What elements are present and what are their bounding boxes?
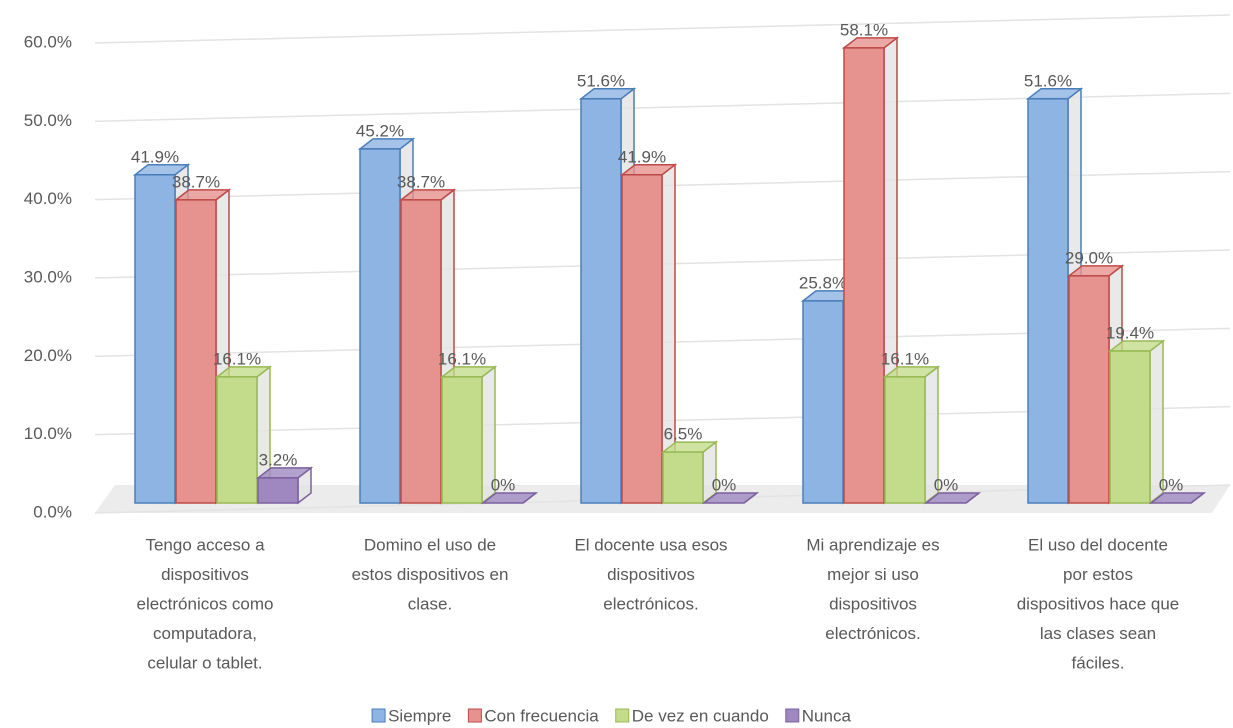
x-tick-label: computadora, <box>153 624 257 643</box>
value-label: 41.9% <box>131 147 179 166</box>
bar <box>175 199 217 504</box>
bar <box>843 47 885 504</box>
value-label: 38.7% <box>172 172 220 191</box>
bar-top <box>701 492 760 504</box>
legend-label: De vez en cuando <box>632 706 769 725</box>
x-tick-label: dispositivos <box>607 565 695 584</box>
bar <box>257 477 299 504</box>
legend-label: Con frecuencia <box>484 706 599 725</box>
value-label: 51.6% <box>577 71 625 90</box>
bar <box>1109 350 1151 504</box>
value-label: 38.7% <box>397 172 445 191</box>
bar <box>1068 275 1110 504</box>
legend-label: Siempre <box>388 706 451 725</box>
value-label: 19.4% <box>1106 324 1154 343</box>
value-label: 16.1% <box>881 349 929 368</box>
bar <box>662 451 704 504</box>
grid-line <box>94 14 1231 44</box>
bar <box>400 199 442 504</box>
value-label: 45.2% <box>356 121 404 140</box>
x-tick-label: Domino el uso de <box>364 535 496 554</box>
bar <box>802 300 844 504</box>
value-label: 0% <box>491 475 516 494</box>
bar <box>621 174 663 504</box>
value-label: 6.5% <box>664 425 703 444</box>
y-tick-label: 10.0% <box>24 424 72 443</box>
value-label: 16.1% <box>438 349 486 368</box>
legend-swatch <box>467 708 482 723</box>
legend-swatch <box>615 708 630 723</box>
x-tick-label: mejor si uso <box>827 565 919 584</box>
value-label: 0% <box>1159 475 1184 494</box>
bar <box>580 98 622 504</box>
legend-swatch <box>785 708 800 723</box>
x-tick-label: electrónicos. <box>603 594 698 613</box>
value-label: 41.9% <box>618 147 666 166</box>
x-tick-label: clase. <box>408 594 452 613</box>
bar <box>359 148 401 504</box>
x-tick-label: Mi aprendizaje es <box>806 535 939 554</box>
legend-swatch <box>371 708 386 723</box>
bar <box>441 376 483 504</box>
x-tick-label: dispositivos <box>161 565 249 584</box>
y-tick-label: 50.0% <box>24 111 72 130</box>
x-tick-label: fáciles. <box>1072 653 1125 672</box>
bar <box>884 376 926 504</box>
value-label: 51.6% <box>1024 71 1072 90</box>
bar-top <box>923 492 982 504</box>
value-label: 16.1% <box>213 349 261 368</box>
y-tick-label: 30.0% <box>24 267 72 286</box>
value-label: 29.0% <box>1065 248 1113 267</box>
value-label: 0% <box>934 475 959 494</box>
bar-top <box>1148 492 1207 504</box>
legend: Siempre Con frecuencia De vez en cuando Nun… <box>371 706 852 725</box>
x-tick-label: dispositivos hace que <box>1017 594 1180 613</box>
value-label: 3.2% <box>259 450 298 469</box>
x-tick-label: celular o tablet. <box>147 653 262 672</box>
bar <box>134 174 176 504</box>
x-tick-label: estos dispositivos en <box>352 565 509 584</box>
value-label: 0% <box>712 475 737 494</box>
bar <box>216 376 258 504</box>
bar-top <box>480 492 539 504</box>
y-tick-label: 60.0% <box>24 32 72 51</box>
x-tick-label: El uso del docente <box>1028 535 1168 554</box>
bar <box>1027 98 1069 504</box>
y-tick-label: 20.0% <box>24 346 72 365</box>
x-tick-label: por estos <box>1063 565 1133 584</box>
y-tick-label: 40.0% <box>24 189 72 208</box>
value-label: 58.1% <box>840 20 888 39</box>
x-tick-label: dispositivos <box>829 594 917 613</box>
y-tick-label: 0.0% <box>33 502 72 521</box>
x-tick-label: electrónicos como <box>136 594 273 613</box>
value-label: 25.8% <box>799 273 847 292</box>
x-tick-label: electrónicos. <box>825 624 920 643</box>
x-tick-label: El docente usa esos <box>574 535 727 554</box>
x-tick-label: las clases sean <box>1040 624 1156 643</box>
legend-label: Nunca <box>802 706 852 725</box>
x-tick-label: Tengo acceso a <box>145 535 265 554</box>
